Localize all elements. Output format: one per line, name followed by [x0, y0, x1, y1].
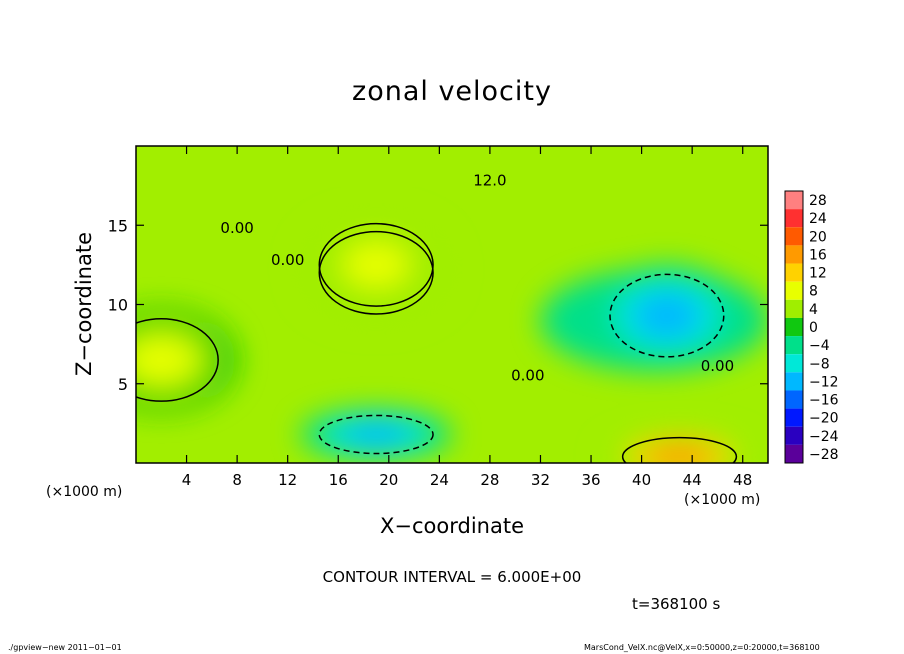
- time-label: t=368100 s: [632, 595, 721, 613]
- colorbar-swatch-10: [785, 372, 803, 391]
- y-axis-label: Z−coordinate: [72, 232, 96, 376]
- contour-interval-text: CONTOUR INTERVAL = 6.000E+00: [322, 568, 582, 586]
- colorbar-label-3: 16: [809, 247, 827, 263]
- y-axis: 5 10 15: [108, 216, 768, 394]
- x-tick-label-1: 8: [232, 471, 242, 489]
- colorbar-swatch-14: [785, 444, 803, 463]
- x-tick-label-6: 28: [480, 471, 499, 489]
- colorbar-swatch-2: [785, 227, 803, 246]
- colorbar-frame: [784, 190, 804, 464]
- contour-jet-core: [318, 230, 434, 315]
- contour-lines: [136, 222, 738, 463]
- colorbar-swatch-13: [785, 426, 803, 445]
- colorbar-label-7: 0: [809, 320, 818, 336]
- field-surface-jet-east-2: [645, 445, 714, 463]
- colorbar-label-9: −8: [809, 356, 830, 372]
- contour-surface-jet-east: [621, 436, 738, 463]
- colorbar-swatch-6: [785, 299, 803, 318]
- colorbar-swatch-8: [785, 336, 803, 355]
- colorbar-label-11: −16: [809, 393, 839, 409]
- x-unit-label-left: (×1000 m): [46, 484, 123, 500]
- x-unit-label-right: (×1000 m): [684, 492, 761, 508]
- contour-label-4: 0.00: [271, 251, 304, 269]
- colorbar-swatch-11: [785, 390, 803, 409]
- contour-label-2: 0.00: [511, 367, 544, 385]
- x-axis-label: X−coordinate: [380, 514, 524, 538]
- colorbar-swatch-12: [785, 408, 803, 427]
- colorbar-swatch-0: [785, 191, 803, 210]
- colorbar-label-8: −4: [809, 338, 830, 354]
- colorbar-label-6: 4: [809, 302, 818, 318]
- x-tick-label-10: 44: [683, 471, 702, 489]
- y-tick-label-0: 5: [118, 375, 128, 394]
- contour-left-low-warm: [136, 318, 219, 402]
- colorbar-swatch-9: [785, 354, 803, 373]
- contour-east-cold-core: [609, 273, 725, 358]
- x-tick-label-7: 32: [531, 471, 550, 489]
- footer-right: MarsCond_VelX.nc@VelX,x=0:50000,z=0:2000…: [584, 643, 820, 652]
- contour-labels: 0.00 12.0 0.00 0.00 0.00: [220, 172, 734, 385]
- colorbar-swatch-3: [785, 245, 803, 264]
- x-tick-label-3: 16: [329, 471, 348, 489]
- field-surface-cold-2: [342, 423, 411, 446]
- contour-surface-cold: [318, 414, 434, 455]
- field-warm-core-contour-2: [342, 242, 411, 288]
- velocity-field: [136, 214, 768, 463]
- colorbar-label-12: −20: [809, 411, 839, 427]
- colorbar-label-14: −28: [809, 447, 839, 463]
- contour-label-1: 12.0: [473, 172, 506, 190]
- colorbar-swatch-1: [785, 209, 803, 228]
- x-tick-label-11: 48: [733, 471, 752, 489]
- y-tick-label-2: 15: [108, 216, 128, 235]
- contour-label-3: 0.00: [701, 357, 734, 375]
- colorbar-label-10: −12: [809, 374, 839, 390]
- colorbar-label-4: 12: [809, 266, 827, 282]
- contour-warm-core-contour: [318, 222, 434, 307]
- colorbar-swatch-7: [785, 317, 803, 337]
- x-tick-label-0: 4: [182, 471, 192, 489]
- colorbar: 28 24 20 16 12 8 4 0 −4 −8 −12 −16 −20 −24 −28: [784, 190, 839, 464]
- colorbar-label-0: 28: [809, 193, 827, 209]
- field-left-low-warm-2: [136, 337, 196, 383]
- colorbar-swatch-5: [785, 281, 803, 300]
- y-tick-label-1: 10: [108, 296, 128, 315]
- contour-label-0: 0.00: [220, 219, 253, 237]
- colorbar-label-2: 20: [809, 229, 827, 245]
- x-tick-label-5: 24: [430, 471, 449, 489]
- x-tick-label-2: 12: [278, 471, 297, 489]
- colorbar-label-13: −24: [809, 429, 839, 445]
- x-tick-label-9: 40: [632, 471, 651, 489]
- field-east-cold-core-2: [632, 292, 702, 339]
- footer-left: ./gpview−new 2011−01−01: [8, 643, 122, 652]
- x-axis: 4 8 12 16 20 24 28 32 36 40 44 48: [182, 146, 752, 489]
- colorbar-swatch-4: [785, 263, 803, 282]
- chart-title: zonal velocity: [352, 76, 552, 107]
- colorbar-label-5: 8: [809, 284, 818, 300]
- x-tick-label-4: 20: [379, 471, 398, 489]
- colorbar-label-1: 24: [809, 211, 827, 227]
- x-tick-label-8: 36: [581, 471, 600, 489]
